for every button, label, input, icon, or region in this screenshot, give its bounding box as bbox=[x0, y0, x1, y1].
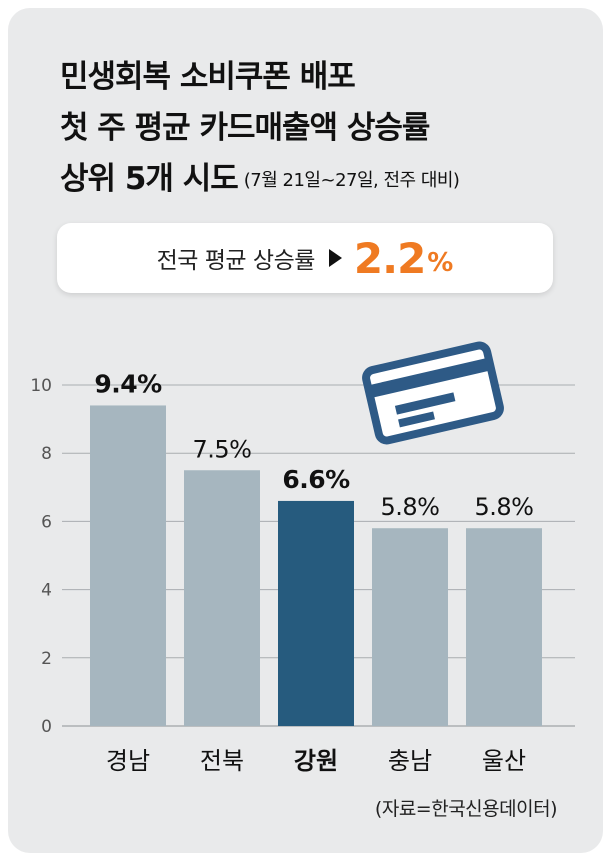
bar-경남 bbox=[90, 405, 166, 726]
title-line-3-text: 상위 5개 시도 bbox=[60, 161, 239, 197]
credit-card-icon bbox=[362, 341, 504, 445]
value-label-충남: 5.8% bbox=[381, 493, 440, 521]
y-tick-label: 8 bbox=[41, 444, 52, 464]
title-line-2: 첫 주 평균 카드매출액 상승률 bbox=[60, 110, 430, 146]
national-average-box: 전국 평균 상승률 2.2 % bbox=[57, 223, 553, 293]
bar-value-labels: 9.4% 7.5% 6.6% 5.8% 5.8% bbox=[94, 369, 534, 521]
category-label-전북: 전북 bbox=[200, 747, 244, 775]
y-tick-label: 6 bbox=[41, 512, 52, 532]
category-label-충남: 충남 bbox=[388, 747, 432, 775]
triangle-right-icon bbox=[328, 249, 342, 267]
chart-title: 민생회복 소비쿠폰 배포 첫 주 평균 카드매출액 상승률 상위 5개 시도 (7… bbox=[60, 52, 580, 206]
category-label-강원: 강원 bbox=[294, 747, 338, 775]
value-label-강원: 6.6% bbox=[282, 465, 350, 494]
bar-울산 bbox=[466, 528, 542, 726]
bar-충남 bbox=[372, 528, 448, 726]
y-tick-label: 10 bbox=[30, 376, 52, 396]
y-tick-label: 4 bbox=[41, 581, 52, 601]
national-average-unit: % bbox=[427, 248, 454, 278]
value-label-울산: 5.8% bbox=[475, 493, 534, 521]
national-average-value: 2.2 bbox=[353, 233, 426, 283]
y-axis-ticks: 0 2 4 6 8 10 bbox=[30, 376, 52, 737]
chart-bars bbox=[90, 405, 542, 726]
category-label-울산: 울산 bbox=[482, 747, 526, 775]
title-line-3: 상위 5개 시도 (7월 21일~27일, 전주 대비) bbox=[60, 154, 580, 206]
title-line-1: 민생회복 소비쿠폰 배포 bbox=[60, 59, 356, 95]
y-tick-label: 2 bbox=[41, 649, 52, 669]
period-note: (7월 21일~27일, 전주 대비) bbox=[243, 170, 460, 191]
bar-강원 bbox=[278, 500, 354, 726]
category-labels: 경남 전북 강원 충남 울산 bbox=[106, 747, 526, 775]
value-label-전북: 7.5% bbox=[193, 435, 252, 463]
data-source: (자료=한국신용데이터) bbox=[374, 798, 558, 820]
category-label-경남: 경남 bbox=[106, 747, 150, 775]
bar-전북 bbox=[184, 470, 260, 726]
national-average-label: 전국 평균 상승률 bbox=[156, 248, 316, 274]
value-label-경남: 9.4% bbox=[94, 369, 162, 398]
y-tick-label: 0 bbox=[41, 717, 52, 737]
